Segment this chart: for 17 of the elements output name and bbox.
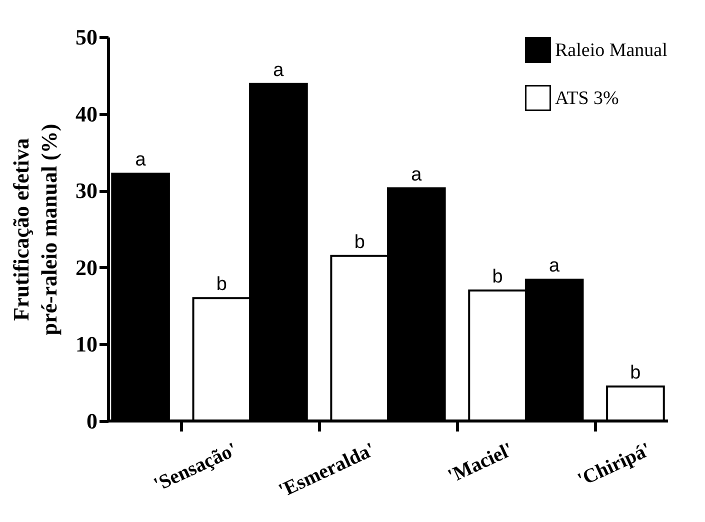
legend-label: ATS 3% [555, 88, 620, 109]
y-tick-label: 40 [76, 101, 98, 126]
data-label: a [273, 60, 284, 81]
data-label: b [630, 362, 641, 384]
data-label: b [354, 232, 365, 253]
data-label: a [549, 256, 560, 277]
y-tick-label: 20 [76, 254, 98, 280]
y-tick-label: 30 [76, 178, 98, 204]
data-label: a [411, 164, 422, 186]
legend-label: Raleio Manual [555, 40, 668, 61]
data-label: b [492, 266, 503, 288]
y-axis-title: Frutificação efetiva pré-raleio manual (%) [8, 124, 62, 336]
y-tick-label: 50 [76, 24, 98, 50]
y-tick-label: 0 [86, 408, 98, 434]
data-label: b [216, 274, 227, 296]
y-tick-label: 10 [76, 332, 98, 357]
data-label: a [135, 150, 146, 171]
